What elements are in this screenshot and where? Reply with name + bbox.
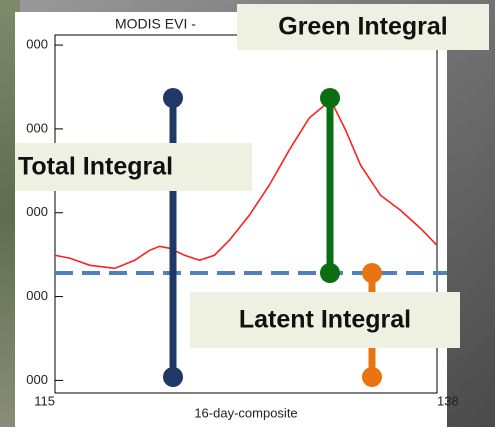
- annotation: Green Integral: [278, 13, 448, 41]
- y-tick-label: 000: [26, 36, 48, 51]
- x-axis-label: 16-day-composite: [194, 405, 297, 420]
- green-bottom: [320, 263, 340, 283]
- latent-bottom: [362, 367, 382, 387]
- annotation: Latent Integral: [239, 306, 411, 334]
- annotation: Total Integral: [18, 153, 173, 181]
- plot-panel: [15, 12, 447, 427]
- chart: MODIS EVI - 16-day-composite 000 000 000 00…: [0, 0, 495, 427]
- latent-top: [362, 263, 382, 283]
- y-tick-label: 000: [26, 204, 48, 219]
- total-top: [163, 88, 183, 108]
- x-tick-label: 138: [437, 393, 459, 408]
- y-tick-label: 000: [26, 120, 48, 135]
- y-tick-label: 000: [26, 288, 48, 303]
- total-bottom: [163, 367, 183, 387]
- chart-title: MODIS EVI -: [115, 16, 196, 32]
- y-tick-label: 000: [26, 372, 48, 387]
- green-top: [320, 88, 340, 108]
- x-tick-label: 115: [34, 393, 55, 408]
